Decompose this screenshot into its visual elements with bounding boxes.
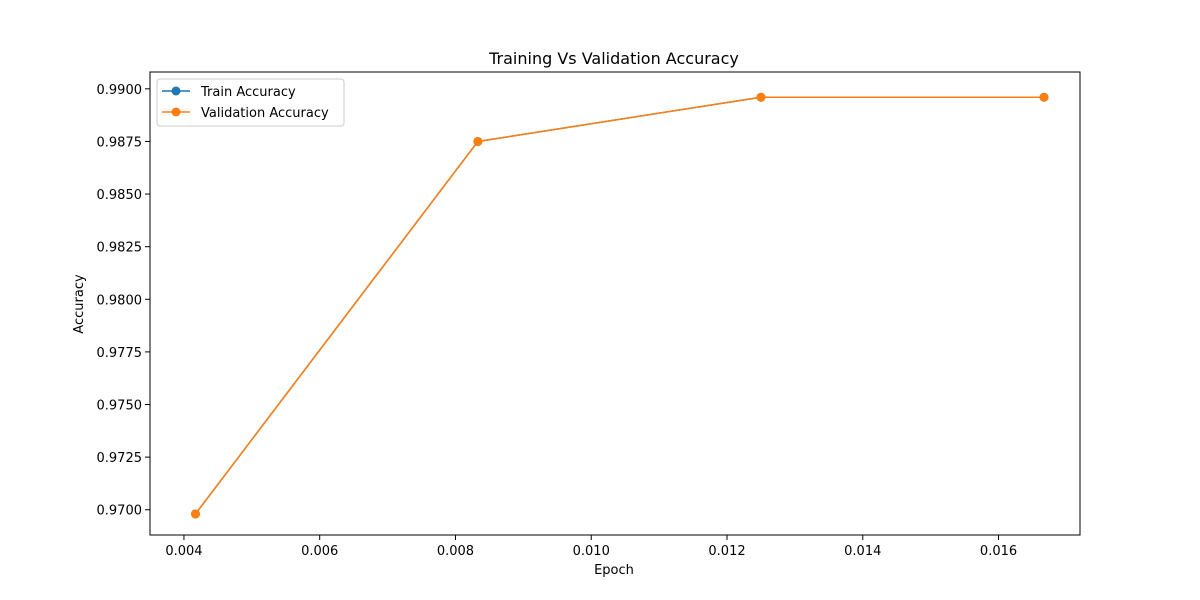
x-axis-label: Epoch (594, 563, 634, 578)
x-tick-label: 0.014 (844, 544, 881, 559)
series-0 (190, 92, 1049, 519)
legend-label: Train Accuracy (200, 85, 296, 100)
data-point (473, 136, 483, 146)
legend: Train Accuracy Validation Accuracy (156, 78, 345, 127)
data-point (190, 509, 200, 519)
y-tick-label: 0.9900 (97, 83, 143, 98)
y-tick-label: 0.9875 (97, 135, 143, 150)
legend-box (156, 78, 345, 127)
y-tick-label: 0.9725 (97, 451, 143, 466)
series-line-1 (194, 96, 1045, 515)
x-tick-label: 0.008 (437, 544, 474, 559)
series-1 (190, 92, 1049, 519)
plot-frame (149, 71, 1081, 536)
y-tick-label: 0.9850 (97, 188, 143, 203)
data-point (756, 92, 766, 102)
data-point (1039, 92, 1049, 102)
x-tick-label: 0.006 (301, 544, 338, 559)
legend-marker (171, 86, 181, 96)
series-layer (190, 92, 1049, 519)
x-axis-ticks: 0.004 0.006 0.008 0.010 0.012 0.014 0.016 (165, 535, 1017, 559)
y-tick-label: 0.9800 (97, 293, 143, 308)
y-tick-label: 0.9775 (97, 346, 143, 361)
x-tick-label: 0.004 (165, 544, 202, 559)
chart-title: Training Vs Validation Accuracy (488, 49, 739, 68)
x-tick-label: 0.016 (980, 544, 1017, 559)
x-tick-label: 0.010 (573, 544, 610, 559)
y-axis-label: Accuracy (72, 274, 87, 334)
legend-label: Validation Accuracy (201, 106, 329, 121)
y-axis-ticks: 0.9700 0.9725 0.9750 0.9775 0.9800 0.9825 0.98… (97, 83, 150, 519)
y-tick-label: 0.9700 (97, 504, 143, 519)
x-tick-label: 0.012 (708, 544, 745, 559)
legend-marker (171, 107, 181, 117)
y-tick-label: 0.9825 (97, 241, 143, 256)
plot-area (149, 71, 1081, 536)
series-line-0 (194, 96, 1045, 515)
y-tick-label: 0.9750 (97, 399, 143, 414)
